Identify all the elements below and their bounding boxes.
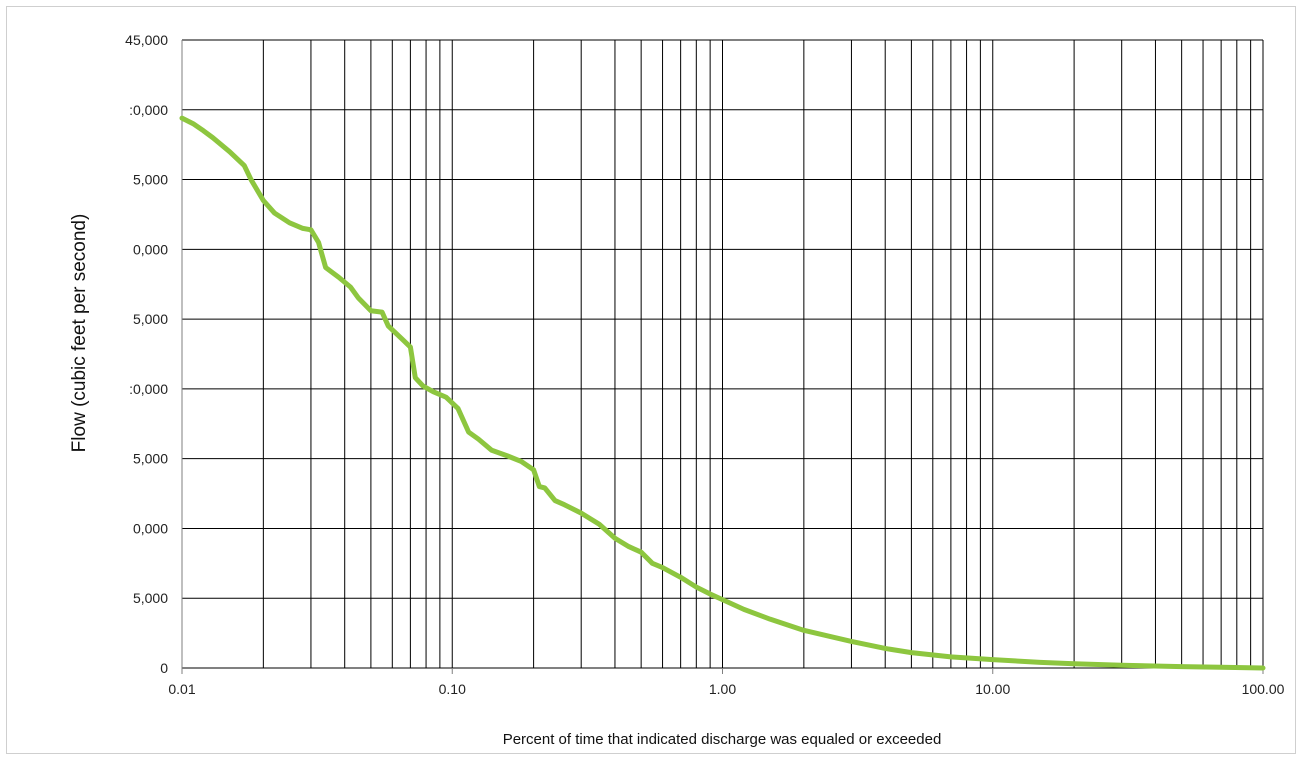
y-tick-labels: 0 5,000 0,000 5,000 :0,000 5,000 0,000 5,000 :0,…: [125, 32, 168, 676]
y-tick-label: :0,000: [129, 381, 168, 397]
y-tick-label: 0,000: [133, 241, 168, 257]
y-tick-label: 0: [160, 660, 168, 676]
y-tick-label: 5,000: [133, 311, 168, 327]
y-tick-label: 45,000: [125, 32, 168, 48]
x-tick-label: 1.00: [709, 681, 736, 697]
y-tick-label: 5,000: [133, 590, 168, 606]
y-tick-label: 5,000: [133, 172, 168, 188]
flow-duration-series-line: [179, 115, 1266, 671]
x-axis-title: Percent of time that indicated discharge…: [503, 731, 942, 748]
y-tick-label: 0,000: [133, 520, 168, 536]
x-tick-labels: 0.01 0.10 1.00 10.00 100.00: [168, 681, 1284, 697]
x-tick-label: 0.01: [168, 681, 195, 697]
y-tick-label: 5,000: [133, 451, 168, 467]
x-tick-label: 10.00: [975, 681, 1010, 697]
x-tick-label: 0.10: [439, 681, 466, 697]
chart-frame: [6, 6, 1296, 754]
x-tick-label: 100.00: [1242, 681, 1285, 697]
grid-lines: [181, 39, 1264, 669]
y-tick-label: :0,000: [129, 102, 168, 118]
series-layer: [179, 115, 1266, 671]
y-axis-title: Flow (cubic feet per second): [69, 214, 90, 453]
